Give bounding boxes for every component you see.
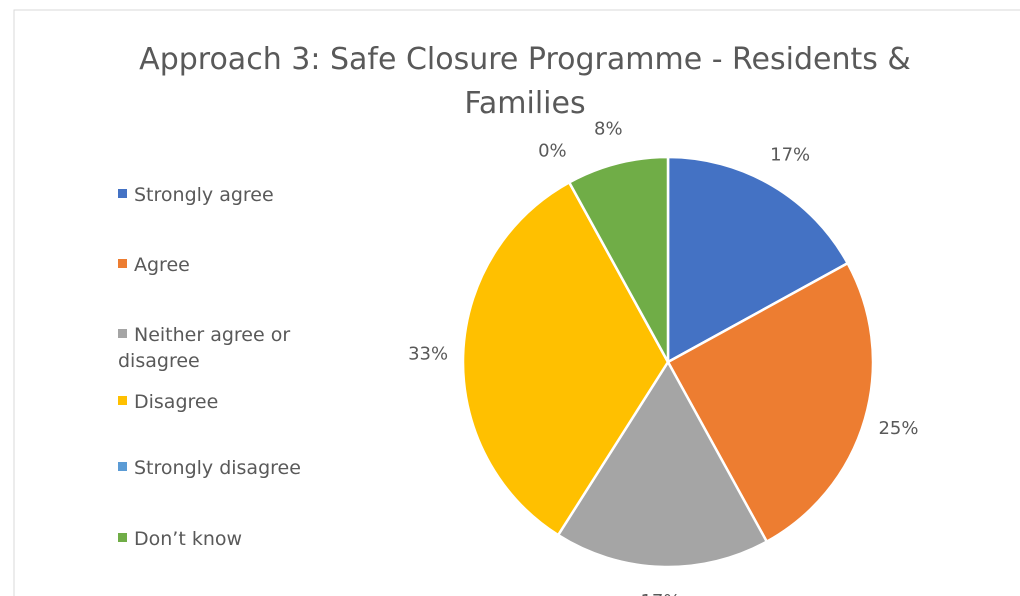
data-label: 17% bbox=[640, 591, 680, 596]
legend-entry: Strongly disagree bbox=[118, 455, 328, 481]
legend-label: Strongly agree bbox=[134, 184, 274, 206]
chart-title: Approach 3: Safe Closure Programme - Res… bbox=[139, 42, 911, 121]
legend-label: Strongly disagree bbox=[134, 457, 301, 479]
data-label: 0% bbox=[538, 141, 567, 162]
legend-swatch bbox=[118, 329, 127, 338]
legend-swatch bbox=[118, 462, 127, 471]
legend-entry: Agree bbox=[118, 252, 328, 278]
legend-label: Disagree bbox=[134, 391, 219, 413]
legend-swatch bbox=[118, 259, 127, 268]
legend-entry: Strongly agree bbox=[118, 182, 328, 208]
legend-entry: Disagree bbox=[118, 389, 328, 415]
legend-entry: Neither agree or disagree bbox=[118, 322, 328, 374]
data-label: 17% bbox=[770, 144, 810, 165]
legend-label: Agree bbox=[134, 254, 190, 276]
chart-border bbox=[13, 9, 1020, 596]
legend-entry: Don’t know bbox=[118, 526, 328, 552]
legend-label: Neither agree or disagree bbox=[118, 324, 291, 372]
pie-slice bbox=[567, 155, 670, 363]
pie-slice bbox=[666, 155, 850, 365]
legend-swatch bbox=[118, 189, 127, 198]
legend-swatch bbox=[118, 533, 127, 542]
pie-slice bbox=[556, 359, 769, 569]
legend-swatch bbox=[118, 396, 127, 405]
data-label: 25% bbox=[878, 418, 918, 439]
data-label: 8% bbox=[594, 119, 623, 140]
data-label: 33% bbox=[408, 343, 448, 364]
legend-label: Don’t know bbox=[134, 528, 243, 550]
pie-slice bbox=[666, 261, 875, 544]
